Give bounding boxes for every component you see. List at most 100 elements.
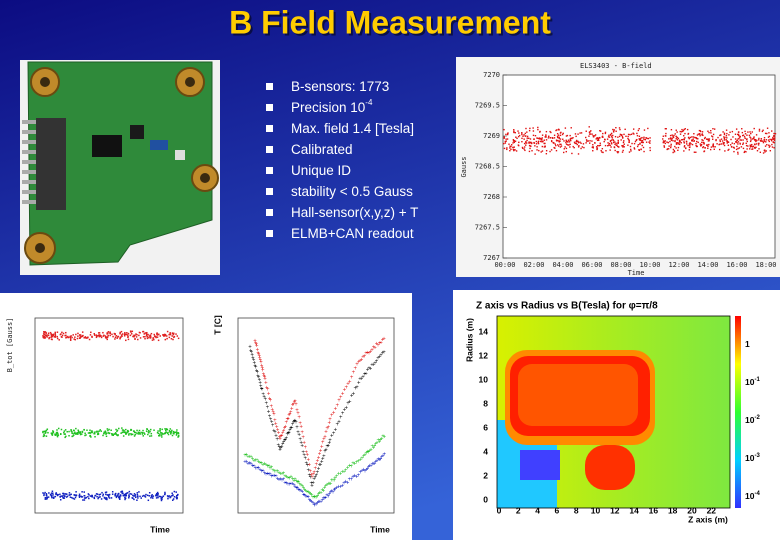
sample-dot	[170, 337, 173, 340]
sample-dot	[726, 132, 728, 135]
sample-dot	[150, 497, 152, 499]
sample-dot	[129, 330, 132, 332]
sample-mark: +	[319, 462, 323, 468]
sample-dot	[65, 331, 67, 334]
sample-dot	[69, 336, 72, 339]
x-tick-label: 2	[516, 505, 521, 515]
sample-mark: +	[273, 418, 277, 424]
sample-dot	[168, 336, 171, 339]
sample-dot	[505, 138, 507, 140]
sample-mark: +	[274, 433, 278, 439]
sample-dot	[169, 428, 172, 430]
sample-dot	[97, 431, 99, 433]
sample-dot	[56, 431, 59, 434]
sample-dot	[111, 433, 113, 435]
sample-dot	[148, 429, 150, 432]
sample-dot	[526, 131, 528, 133]
sample-dot	[649, 142, 651, 144]
sample-mark: +	[337, 419, 341, 425]
sample-dot	[174, 431, 177, 434]
x-tick-label: 02:00	[523, 261, 544, 269]
sample-dot	[138, 432, 141, 434]
sample-mark: +	[280, 433, 284, 439]
sample-mark: +	[342, 469, 346, 475]
sample-dot	[131, 497, 133, 499]
sample-dot	[87, 493, 90, 495]
sample-mark: +	[376, 343, 380, 349]
sample-dot	[610, 142, 613, 144]
sample-mark: +	[310, 473, 314, 479]
sample-dot	[767, 139, 770, 141]
sample-mark: +	[266, 387, 270, 393]
sample-mark: +	[248, 454, 252, 460]
sample-mark: +	[333, 487, 337, 493]
sample-dot	[583, 146, 585, 149]
sample-mark: +	[293, 400, 297, 406]
sample-dot	[707, 145, 709, 147]
sample-dot	[47, 431, 49, 434]
sample-dot	[152, 497, 154, 499]
sample-dot	[686, 128, 689, 131]
sample-dot	[572, 137, 574, 139]
sample-mark: +	[318, 490, 322, 496]
sample-mark: +	[308, 491, 312, 497]
sample-mark: +	[325, 426, 329, 432]
sample-dot	[165, 335, 168, 337]
sample-dot	[172, 430, 175, 433]
sample-dot	[121, 431, 124, 434]
sample-dot	[177, 434, 180, 437]
sample-mark: +	[267, 391, 271, 397]
sample-mark: +	[256, 374, 260, 380]
sample-dot	[67, 336, 70, 339]
sample-mark: +	[364, 351, 368, 357]
sample-mark: +	[250, 350, 254, 356]
sample-dot	[683, 146, 686, 148]
sample-dot	[60, 428, 63, 431]
sample-dot	[84, 434, 86, 437]
sample-dot	[628, 139, 630, 142]
sample-dot	[141, 433, 144, 435]
sample-dot	[771, 146, 774, 148]
sample-mark: +	[261, 392, 265, 398]
sample-dot	[512, 139, 515, 141]
sample-dot	[627, 135, 629, 138]
sample-mark: +	[351, 475, 355, 481]
sample-dot	[558, 129, 560, 131]
y-tick-label: 10	[479, 374, 489, 384]
sample-dot	[52, 497, 55, 499]
bullet-marker	[266, 209, 273, 216]
sample-mark: +	[328, 421, 332, 427]
sample-dot	[740, 146, 743, 148]
sample-dot	[643, 129, 646, 131]
sample-dot	[719, 139, 721, 141]
sample-dot	[63, 494, 65, 497]
sample-dot	[765, 139, 768, 141]
sample-dot	[106, 428, 109, 430]
sample-dot	[763, 149, 766, 152]
sample-dot	[90, 331, 92, 334]
sample-dot	[90, 495, 93, 497]
sample-mark: +	[260, 364, 264, 370]
sample-dot	[45, 493, 48, 495]
sample-dot	[535, 143, 538, 145]
sample-dot	[641, 139, 644, 142]
sample-dot	[578, 145, 580, 147]
sample-dot	[133, 336, 135, 338]
sample-mark: +	[279, 434, 283, 440]
sample-dot	[538, 149, 540, 152]
sample-dot	[44, 331, 47, 333]
sample-mark: +	[265, 385, 269, 391]
sample-dot	[596, 139, 599, 142]
x-label: Time	[628, 269, 645, 277]
sample-mark: +	[255, 458, 259, 464]
sample-dot	[683, 142, 686, 144]
y-tick-label: 2	[483, 470, 488, 480]
pin	[22, 130, 36, 134]
sample-dot	[71, 496, 73, 499]
sample-mark: +	[255, 370, 259, 376]
sample-dot	[594, 134, 597, 136]
sample-dot	[691, 143, 694, 146]
sample-dot	[134, 495, 136, 497]
sample-dot	[751, 143, 753, 146]
sample-dot	[745, 151, 747, 153]
